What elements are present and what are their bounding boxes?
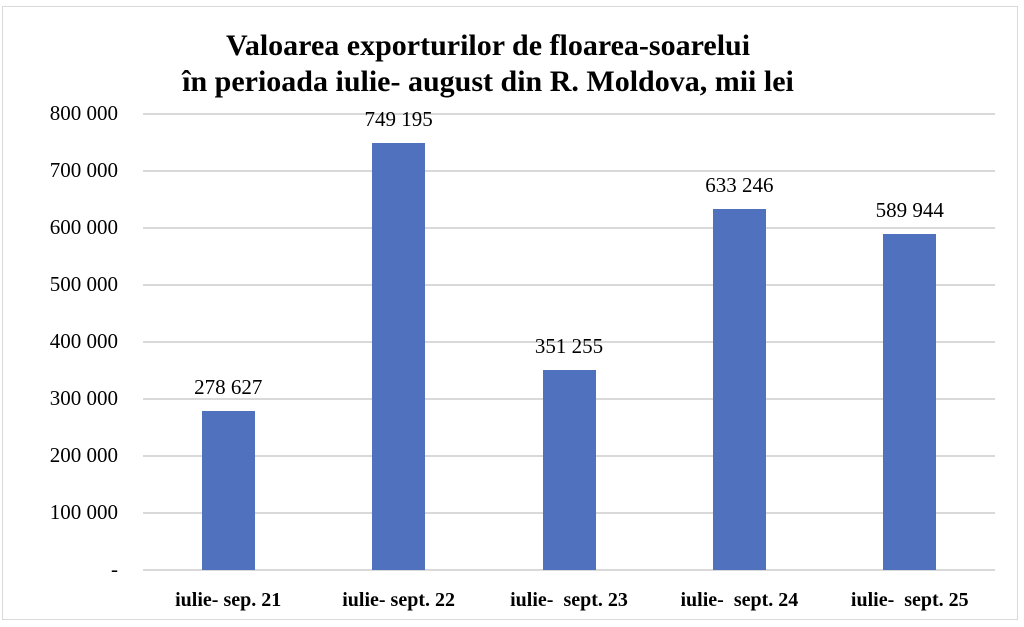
x-tick-label: iulie- sept. 25	[850, 589, 969, 611]
gridline	[143, 113, 995, 115]
data-label: 351 255	[534, 333, 604, 358]
y-tick-label: 500 000	[49, 272, 118, 296]
data-label: 749 195	[364, 106, 433, 131]
y-tick-label: 700 000	[49, 158, 118, 182]
chart-title-line-2: în perioada iulie- august din R. Moldova…	[182, 65, 794, 98]
y-tick-label: 200 000	[49, 443, 118, 467]
y-tick-label: 800 000	[49, 101, 118, 125]
data-label: 278 627	[194, 375, 263, 400]
y-tick-label: 300 000	[49, 386, 118, 410]
x-tick-label: iulie- sept. 22	[342, 589, 455, 611]
y-tick-label: -	[111, 557, 118, 581]
y-tick-label: 400 000	[49, 329, 118, 353]
x-tick-label: iulie- sept. 24	[680, 589, 799, 611]
bar	[372, 142, 426, 570]
chart-title-line-1: Valoarea exporturilor de floarea-soarelu…	[225, 29, 751, 62]
gridline	[143, 341, 995, 343]
y-tick-label: 600 000	[49, 215, 118, 239]
data-label: 589 944	[875, 197, 944, 222]
x-tick-label: iulie- sep. 21	[175, 589, 282, 611]
chart-frame	[2, 6, 1018, 620]
bar	[201, 411, 255, 570]
y-tick-label: 100 000	[49, 500, 118, 524]
gridline	[143, 170, 995, 172]
data-label: 633 246	[705, 173, 774, 198]
gridline	[143, 569, 995, 571]
bar	[883, 233, 937, 570]
bar	[712, 209, 766, 570]
gridline	[143, 227, 995, 229]
gridline	[143, 284, 995, 286]
bar	[542, 369, 596, 570]
x-tick-label: iulie- sept. 23	[510, 589, 628, 611]
